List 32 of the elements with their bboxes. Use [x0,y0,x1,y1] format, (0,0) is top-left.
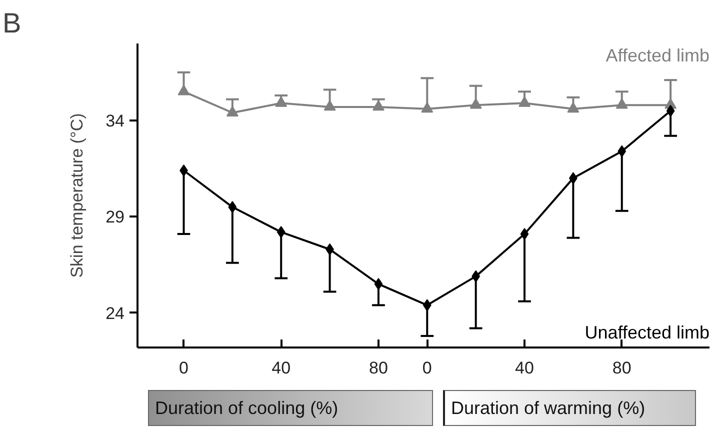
x-tick-label: 0 [422,358,432,378]
x-tick-label: 80 [369,358,388,378]
y-tick-label: 34 [106,111,125,130]
text: Unaffected limb [584,322,710,342]
y-axis-title: Skin temperature (°C) [68,113,87,278]
point [518,96,531,107]
y-tick-label: 29 [106,208,125,227]
point [666,104,675,117]
text: Duration of cooling (%) [155,397,338,420]
x-tick-label: 40 [515,358,534,378]
point [276,226,286,238]
point [324,100,336,111]
text: B [2,8,22,38]
point [618,145,626,158]
point [422,299,432,312]
point [470,98,482,109]
point [228,201,237,214]
x-tick-label: 0 [179,358,188,378]
text: Affected limb [606,46,710,66]
point [421,102,434,113]
point [616,98,628,109]
point [567,102,580,113]
point [374,278,383,290]
point [275,96,288,107]
text: Duration of warming (%) [451,397,646,420]
point [372,100,384,111]
point [178,84,190,96]
x-tick-label: 80 [612,358,632,378]
y-tick-label: 24 [106,304,125,323]
x-tick-label: 40 [272,358,291,378]
point [226,106,238,116]
point [520,228,529,240]
